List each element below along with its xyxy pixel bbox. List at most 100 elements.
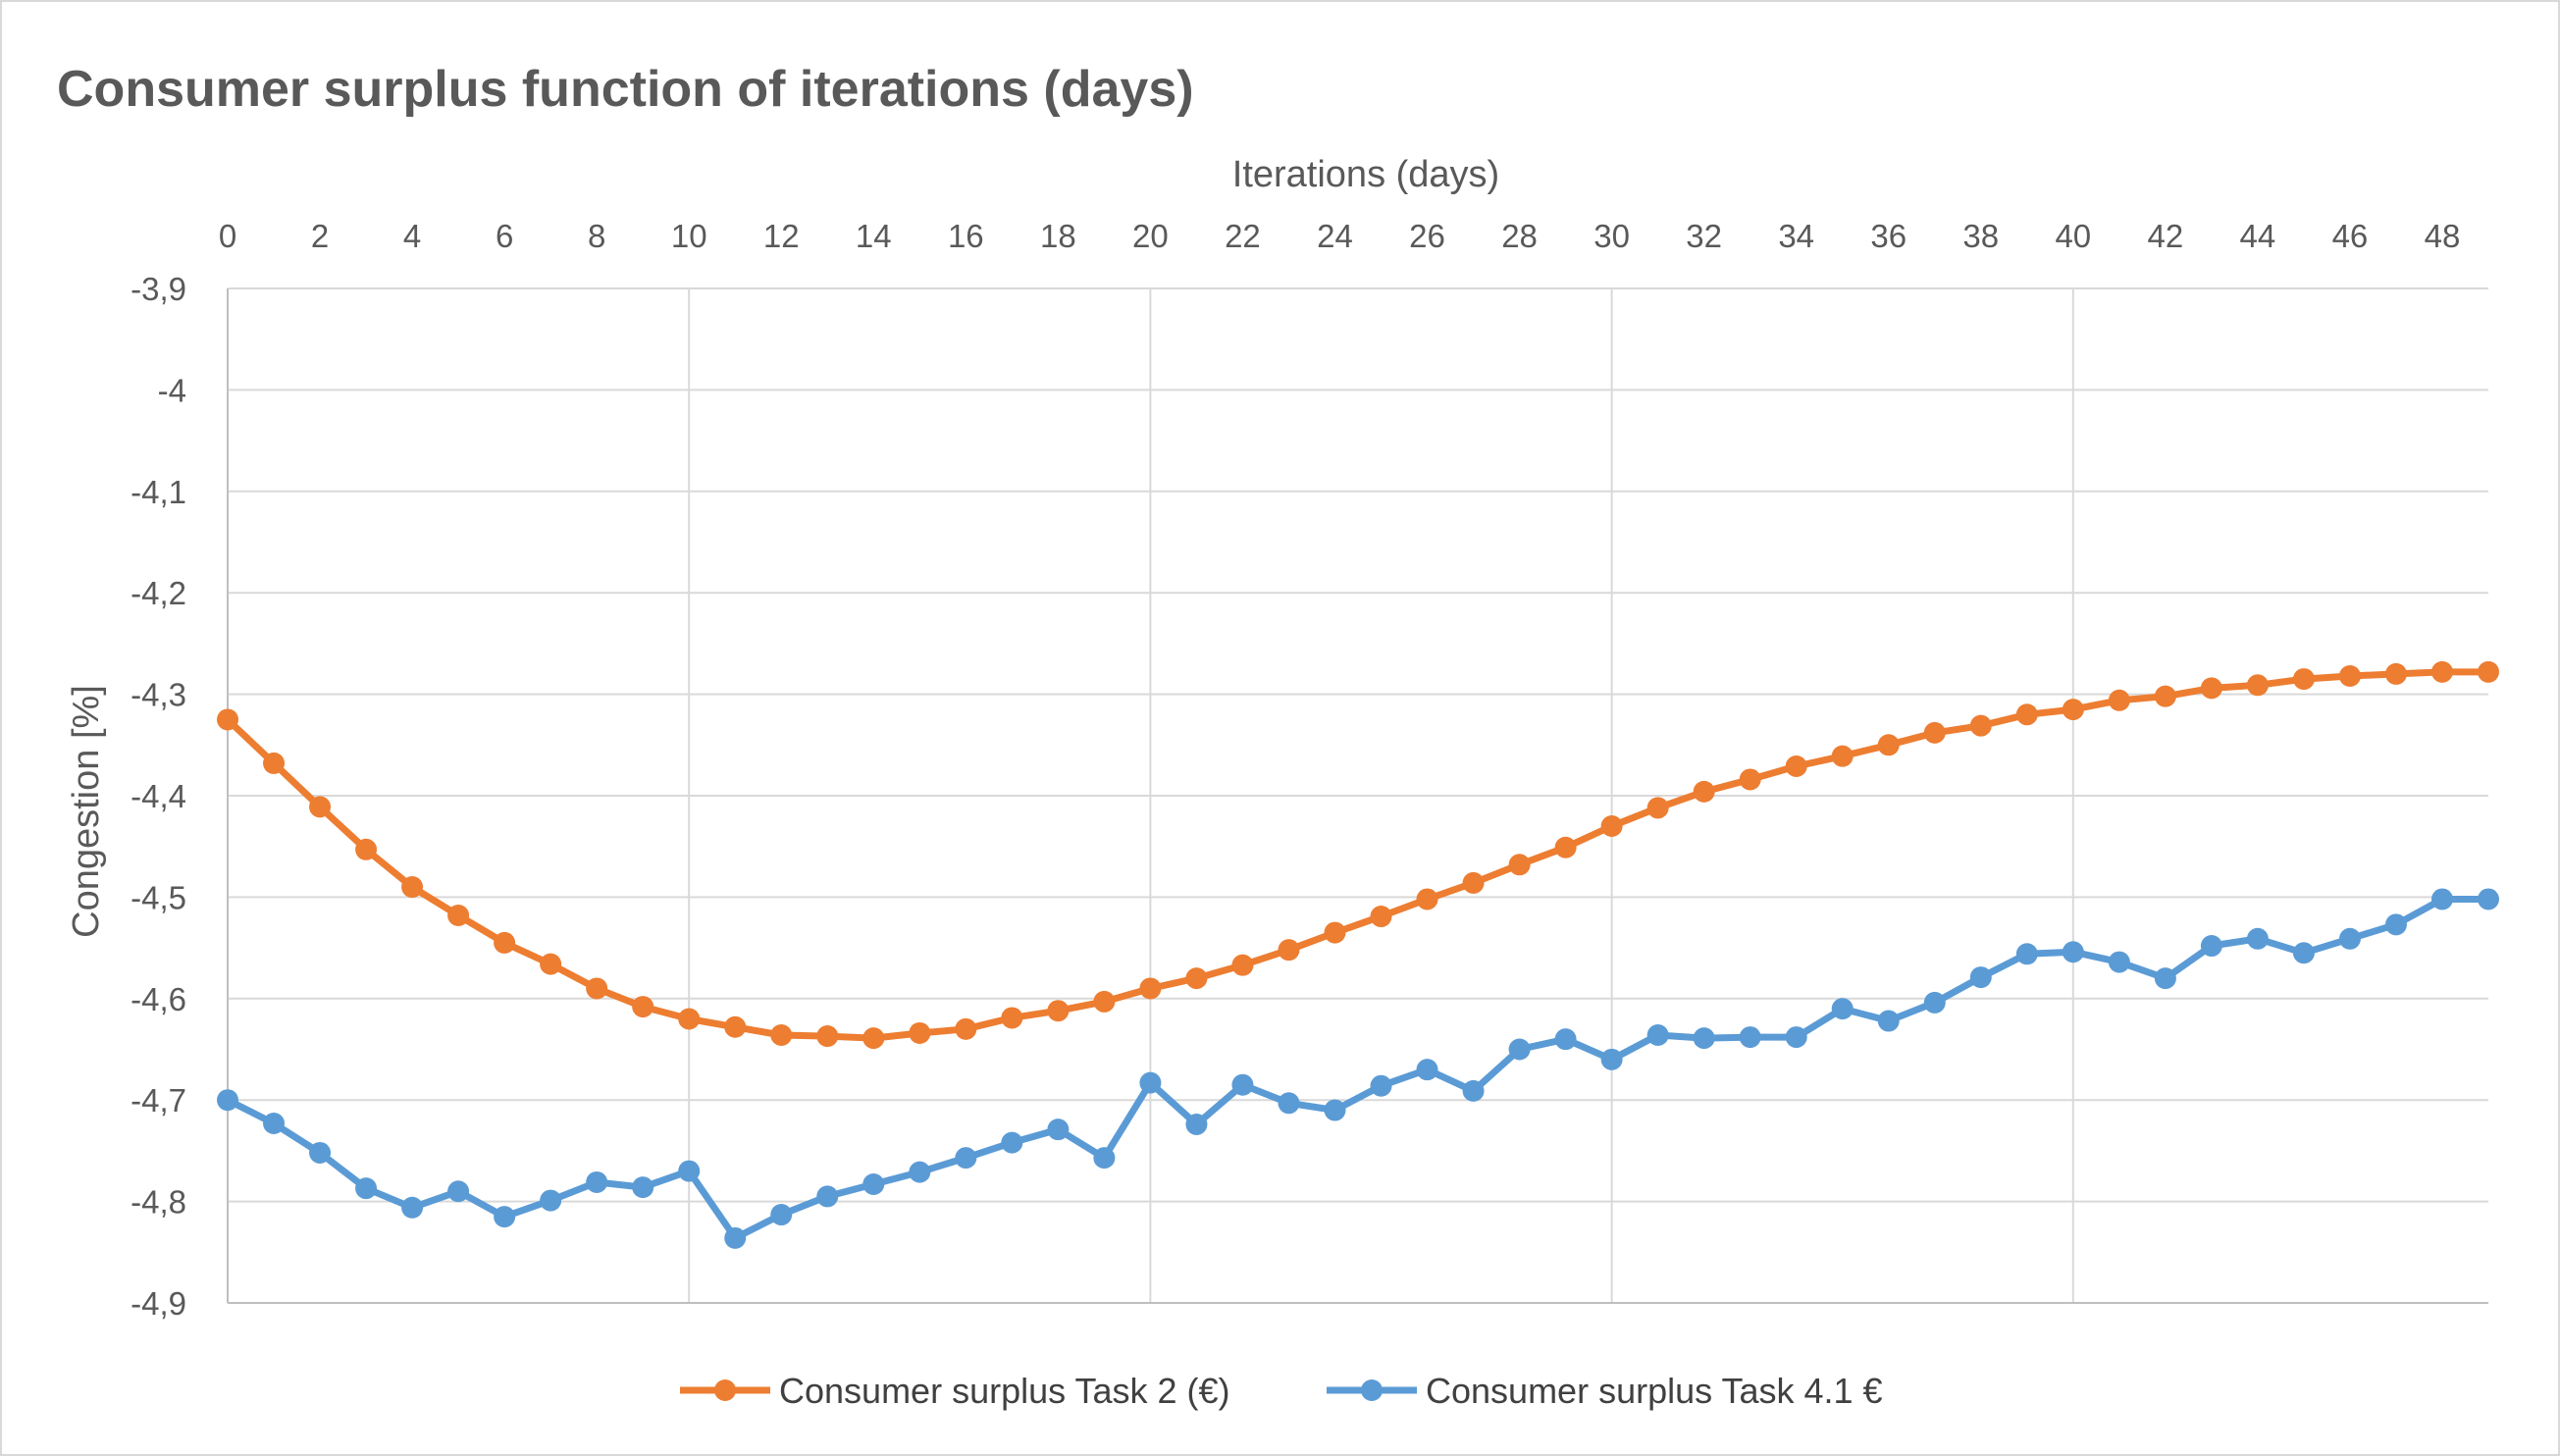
legend-label: Consumer surplus Task 2 (€) [779,1371,1230,1411]
data-point [816,1185,839,1208]
data-point [1693,1027,1715,1050]
data-point [494,1206,516,1228]
data-point [1831,998,1854,1020]
x-tick-label: 8 [588,218,605,254]
data-point [1278,1092,1300,1115]
x-tick-label: 18 [1040,218,1076,254]
data-point [1600,815,1623,838]
data-point [494,931,516,954]
data-point [2338,664,2361,687]
x-tick-label: 6 [496,218,513,254]
y-tick-label: -4,8 [131,1184,186,1221]
data-point [1877,1010,1900,1032]
data-point [2062,699,2084,721]
data-point [816,1025,839,1048]
data-point [447,905,470,927]
chart-title: Consumer surplus function of iterations … [57,61,1194,118]
data-point [355,838,378,860]
x-tick-label: 12 [763,218,800,254]
legend-label: Consumer surplus Task 4.1 € [1426,1371,1883,1411]
series-lines [217,660,2499,1249]
data-point [1139,977,1162,1000]
series-2 [217,888,2499,1249]
data-point [1416,1059,1438,1081]
x-tick-label: 4 [403,218,421,254]
data-point [401,1196,424,1219]
series-1 [217,660,2499,1050]
data-point [724,1226,747,1249]
data-point [770,1024,793,1047]
legend: Consumer surplus Task 2 (€) Consumer surp… [680,1371,1883,1411]
data-point [2154,685,2176,707]
data-point [263,752,286,774]
data-point [1001,1131,1023,1154]
data-point [1093,990,1116,1013]
y-tick-label: -4,5 [131,879,186,915]
data-point [632,1176,654,1199]
x-tick-label: 30 [1593,218,1630,254]
data-point [586,977,608,1000]
data-point [263,1112,286,1134]
data-point [1739,1026,1761,1049]
data-point [1185,1114,1208,1136]
data-point [2478,888,2499,910]
x-tick-label: 20 [1132,218,1169,254]
data-point [2430,888,2453,910]
data-point [540,1189,562,1212]
data-point [2015,943,2038,965]
axis-ticks: -3,9 -4 -4,1 -4,2 -4,3 -4,4 -4,5 -4,6 -4,7 -4,8 -4… [131,218,2460,1322]
data-point [2108,951,2130,973]
x-tick-label: 46 [2332,218,2369,254]
data-point [1693,780,1715,803]
data-point [724,1015,747,1038]
data-point [1462,871,1485,894]
data-point [309,1141,332,1164]
data-point [1278,939,1300,962]
x-tick-label: 2 [311,218,329,254]
data-point [1370,1074,1392,1097]
data-point [1462,1079,1485,1102]
data-point [1416,888,1438,910]
data-point [2200,935,2222,958]
x-tick-label: 28 [1501,218,1538,254]
data-point [2292,942,2315,964]
data-point [1785,1026,1807,1049]
data-point [678,1160,701,1182]
x-tick-label: 10 [671,218,707,254]
data-point [1370,906,1392,928]
x-axis-label: Iterations (days) [1232,154,1499,195]
data-point [2246,927,2269,950]
data-point [2292,668,2315,691]
data-point [447,1180,470,1203]
data-point [586,1170,608,1193]
data-point [2384,913,2407,936]
data-point [2062,941,2084,963]
data-point [909,1161,931,1183]
data-point [309,796,332,818]
data-point [1001,1007,1023,1029]
x-tick-label: 44 [2240,218,2276,254]
data-point [540,953,562,975]
x-tick-label: 34 [1778,218,1814,254]
y-tick-label: -4,7 [131,1082,186,1118]
data-point [1047,1000,1070,1022]
data-point [955,1147,977,1170]
data-point [1554,836,1577,858]
data-point [355,1177,378,1200]
data-point [2338,927,2361,950]
x-tick-label: 24 [1317,218,1353,254]
x-tick-label: 26 [1409,218,1445,254]
data-point [1508,1038,1531,1061]
y-tick-label: -4,1 [131,474,186,510]
data-point [770,1204,793,1226]
x-tick-label: 38 [1962,218,1999,254]
data-point [1923,721,1946,744]
x-tick-label: 36 [1870,218,1907,254]
data-point [909,1021,931,1044]
data-point [862,1027,885,1050]
data-point [1739,768,1761,791]
data-point [1785,755,1807,778]
x-tick-label: 42 [2147,218,2183,254]
data-point [2478,660,2499,683]
